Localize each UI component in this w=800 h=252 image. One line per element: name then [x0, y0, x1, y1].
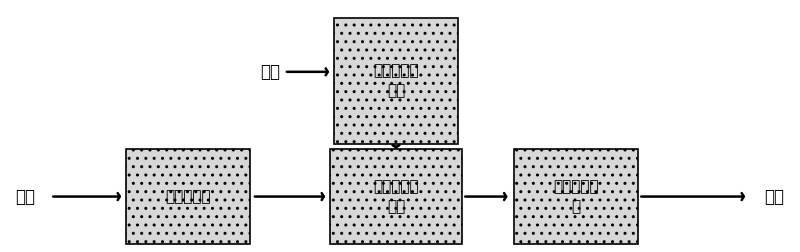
Bar — [514, 149, 638, 244]
Text: 污泥: 污泥 — [260, 63, 280, 81]
Text: 秸秆: 秸秆 — [16, 187, 36, 206]
Text: 中温厌氧消
化: 中温厌氧消 化 — [553, 179, 599, 214]
Bar — [126, 149, 250, 244]
Bar — [330, 149, 462, 244]
Text: 脱水: 脱水 — [765, 187, 784, 206]
Text: 低强度超声
处理: 低强度超声 处理 — [373, 63, 419, 98]
Text: 秸秆预处理: 秸秆预处理 — [165, 189, 211, 204]
Text: 污泥秸秆均
质池: 污泥秸秆均 质池 — [373, 179, 419, 214]
Bar — [334, 18, 458, 144]
